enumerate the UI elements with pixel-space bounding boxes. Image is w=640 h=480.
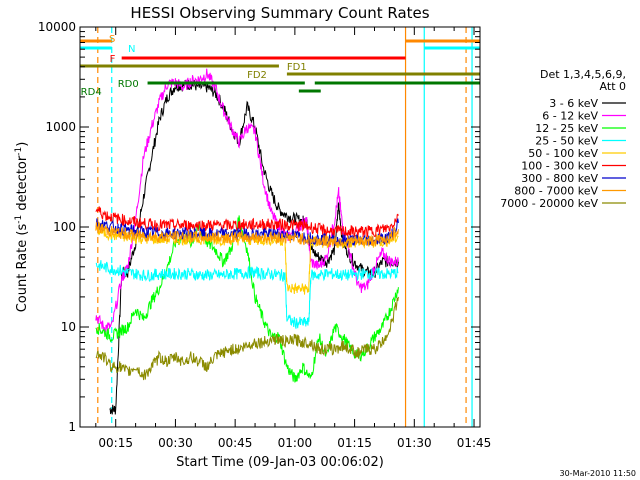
series-line-s8 [95, 221, 399, 248]
series-line-s2 [95, 68, 399, 334]
flag-label-f: F [110, 54, 116, 65]
legend-header-1: Det 1,3,4,5,6,9, [540, 68, 626, 81]
legend-label-s1: 3 - 6 keV [549, 97, 598, 110]
legend-label-s4: 25 - 50 keV [535, 135, 598, 148]
x-tick-label: 00:45 [218, 436, 253, 450]
series-line-s3 [95, 215, 399, 383]
data-flag-label-fd2: FD2 [247, 70, 267, 81]
x-axis-title: Start Time (09-Jan-03 00:06:02) [176, 455, 384, 470]
y-tick-label: 100 [53, 220, 76, 234]
legend-label-s2: 6 - 12 keV [542, 110, 598, 123]
y-tick-label: 1000 [45, 120, 76, 134]
timestamp-stamp: 30-Mar-2010 11:50 [560, 469, 637, 478]
y-axis-title-main: Count Rate (s [15, 224, 30, 313]
legend-label-s3: 12 - 25 keV [535, 122, 598, 135]
legend-label-s5: 50 - 100 keV [528, 147, 598, 160]
x-tick-label: 01:15 [337, 436, 372, 450]
y-axis-title-mid: detector [15, 155, 30, 215]
data-flag-label-fd1: FD1 [287, 62, 307, 73]
y-axis-title-sup1: -1 [14, 215, 24, 224]
legend-label-s9: 7000 - 20000 keV [500, 197, 598, 210]
series-line-s6 [95, 206, 399, 238]
series-line-s1 [109, 79, 399, 415]
data-flag-label-rd0: RD0 [118, 79, 139, 90]
series-line-s4 [95, 260, 399, 329]
x-tick-label: 00:15 [98, 436, 133, 450]
flag-label-n: N [128, 44, 135, 55]
y-tick-label: 10 [61, 320, 76, 334]
legend-label-s8: 800 - 7000 keV [514, 185, 598, 198]
chart-title: HESSI Observing Summary Count Rates [130, 4, 429, 22]
data-flag-label-rd4: RD4 [81, 87, 102, 98]
y-axis-title: Count Rate (s-1 detector-1) [14, 142, 30, 313]
legend-label-s7: 300 - 800 keV [521, 172, 598, 185]
legend-header-2: Att 0 [600, 80, 626, 93]
y-axis-title-sup2: -1 [14, 147, 24, 156]
x-tick-label: 00:30 [158, 436, 193, 450]
y-tick-label: 1 [68, 420, 76, 434]
series-line-s9 [95, 296, 399, 381]
y-axis-title-end: ) [15, 142, 30, 147]
x-tick-label: 01:45 [457, 436, 492, 450]
x-tick-label: 01:30 [397, 436, 432, 450]
flag-label-s: S [109, 34, 115, 45]
x-tick-label: 01:00 [278, 436, 313, 450]
legend-label-s6: 100 - 300 keV [521, 160, 598, 173]
y-tick-label: 10000 [38, 20, 76, 34]
